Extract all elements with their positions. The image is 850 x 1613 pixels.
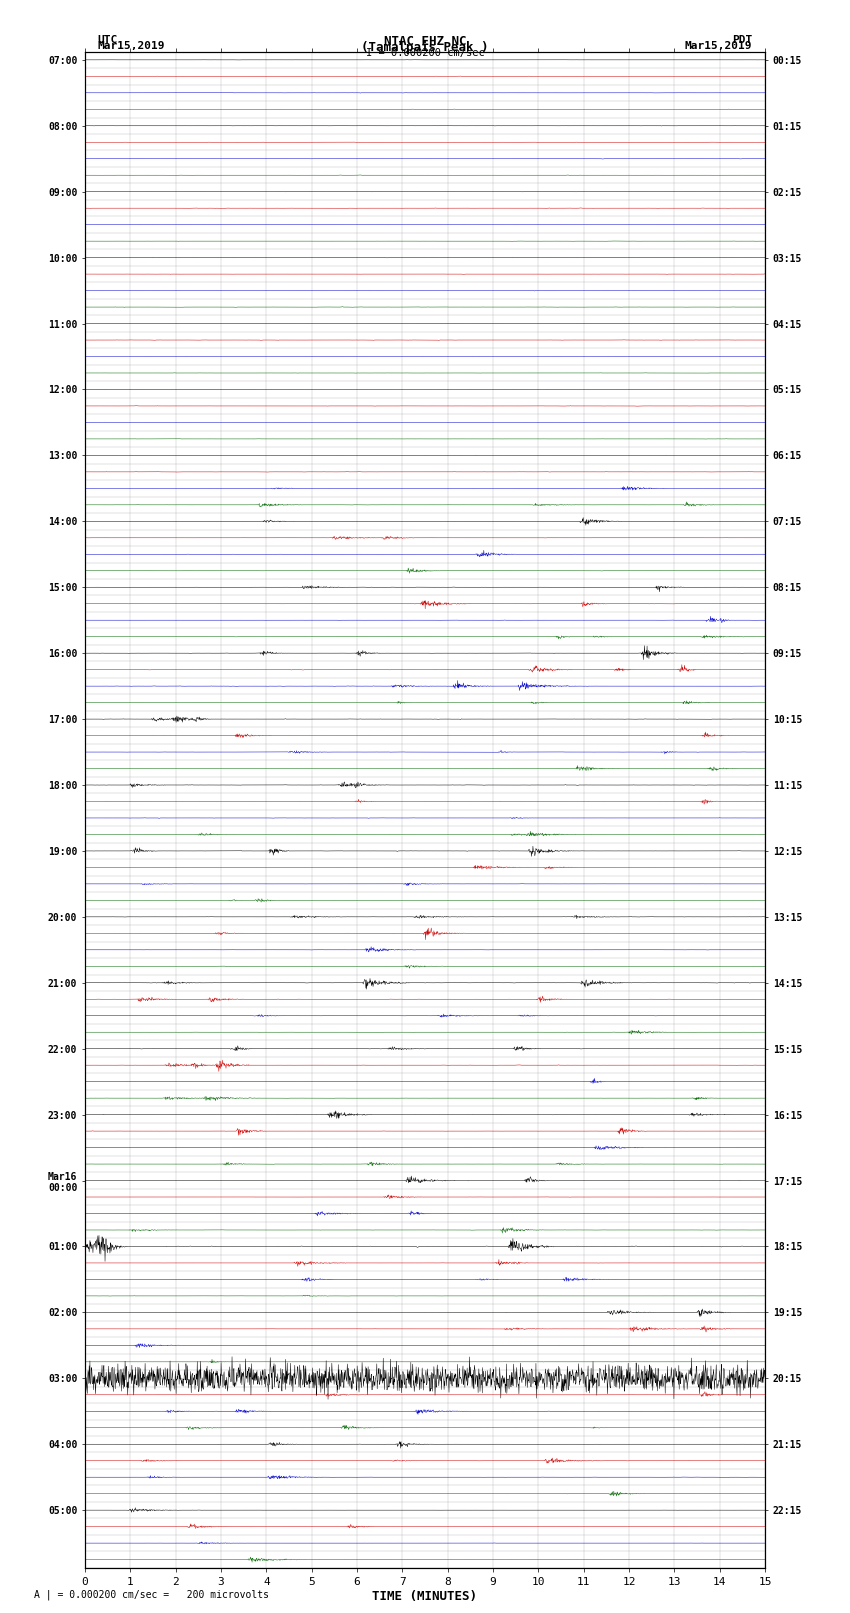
Text: NTAC EHZ NC: NTAC EHZ NC [383, 35, 467, 48]
X-axis label: TIME (MINUTES): TIME (MINUTES) [372, 1590, 478, 1603]
Text: Mar15,2019: Mar15,2019 [685, 40, 752, 52]
Text: UTC: UTC [98, 35, 118, 45]
Text: PDT: PDT [732, 35, 752, 45]
Text: (Tamalpais Peak ): (Tamalpais Peak ) [361, 40, 489, 55]
Text: Mar15,2019: Mar15,2019 [98, 40, 165, 52]
Text: I = 0.000200 cm/sec: I = 0.000200 cm/sec [366, 47, 484, 58]
Text: A | = 0.000200 cm/sec =   200 microvolts: A | = 0.000200 cm/sec = 200 microvolts [34, 1589, 269, 1600]
